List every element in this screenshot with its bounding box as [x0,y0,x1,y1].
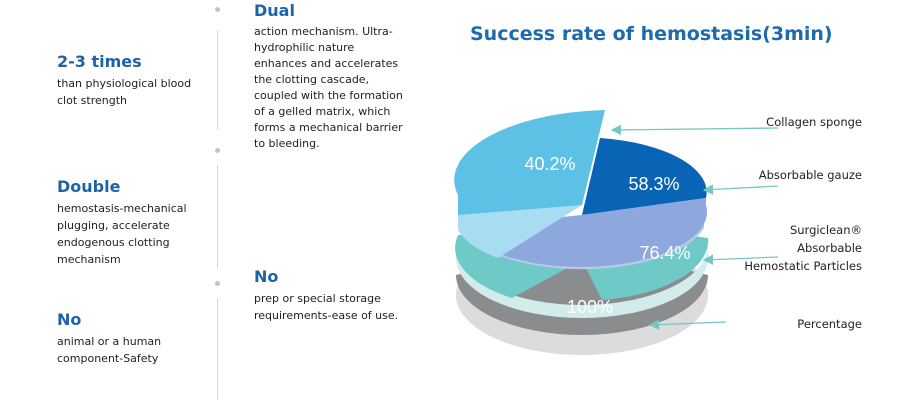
layer-gauze-lower [470,198,708,267]
arrow-percentage [648,319,727,330]
feature-double-heading: Double [57,177,121,196]
divider-line [217,298,218,400]
value-label-percentage: 100% [567,297,613,317]
layer-collagen [454,110,605,215]
value-label-collagen: 40.2% [524,154,575,174]
value-label-surgiclean: 76.4% [639,243,690,263]
arrow-collagen [610,124,779,136]
feature-ease-text: prep or special storage requirements-eas… [254,292,399,322]
feature-ease-of-use: No prep or special storage requirements-… [254,267,404,324]
feature-dual-text: action mechanism. Ultra-hydrophilic natu… [254,25,403,150]
divider-dot [215,281,220,286]
layer-gauze [582,138,707,215]
value-label-gauze: 58.3% [628,174,679,194]
feature-double-text: hemostasis-mechanical plugging, accelera… [57,202,187,266]
feature-dual: Dual action mechanism. Ultra-hydrophilic… [254,1,404,152]
divider-line [217,165,218,268]
feature-safety-text: animal or a human component-Safety [57,335,162,365]
divider-dot [215,148,220,153]
divider-line [217,30,218,130]
arrow-surgiclean [702,254,779,265]
feature-dual-heading: Dual [254,1,295,20]
arrow-gauze [702,184,779,195]
feature-ease-heading: No [254,267,279,286]
legend-absorbable-gauze: Absorbable gauze [758,168,862,182]
feature-safety: No animal or a human component-Safety [57,310,207,367]
divider-dot [215,7,220,12]
legend-percentage: Percentage [797,317,862,331]
layer-surgiclean-side [456,245,708,318]
feature-safety-heading: No [57,310,82,329]
legend-surgiclean: Surgiclean® Absorbable Hemostatic Partic… [744,223,862,273]
legend-collagen-sponge: Collagen sponge [766,115,862,129]
chart-title: Success rate of hemostasis(3min) [470,23,833,45]
feature-double: Double hemostasis-mechanical plugging, a… [57,177,207,268]
feature-strength-text: than physiological blood clot strength [57,77,192,107]
feature-strength-heading: 2-3 times [57,52,142,71]
feature-strength: 2-3 times than physiological blood clot … [57,52,207,109]
